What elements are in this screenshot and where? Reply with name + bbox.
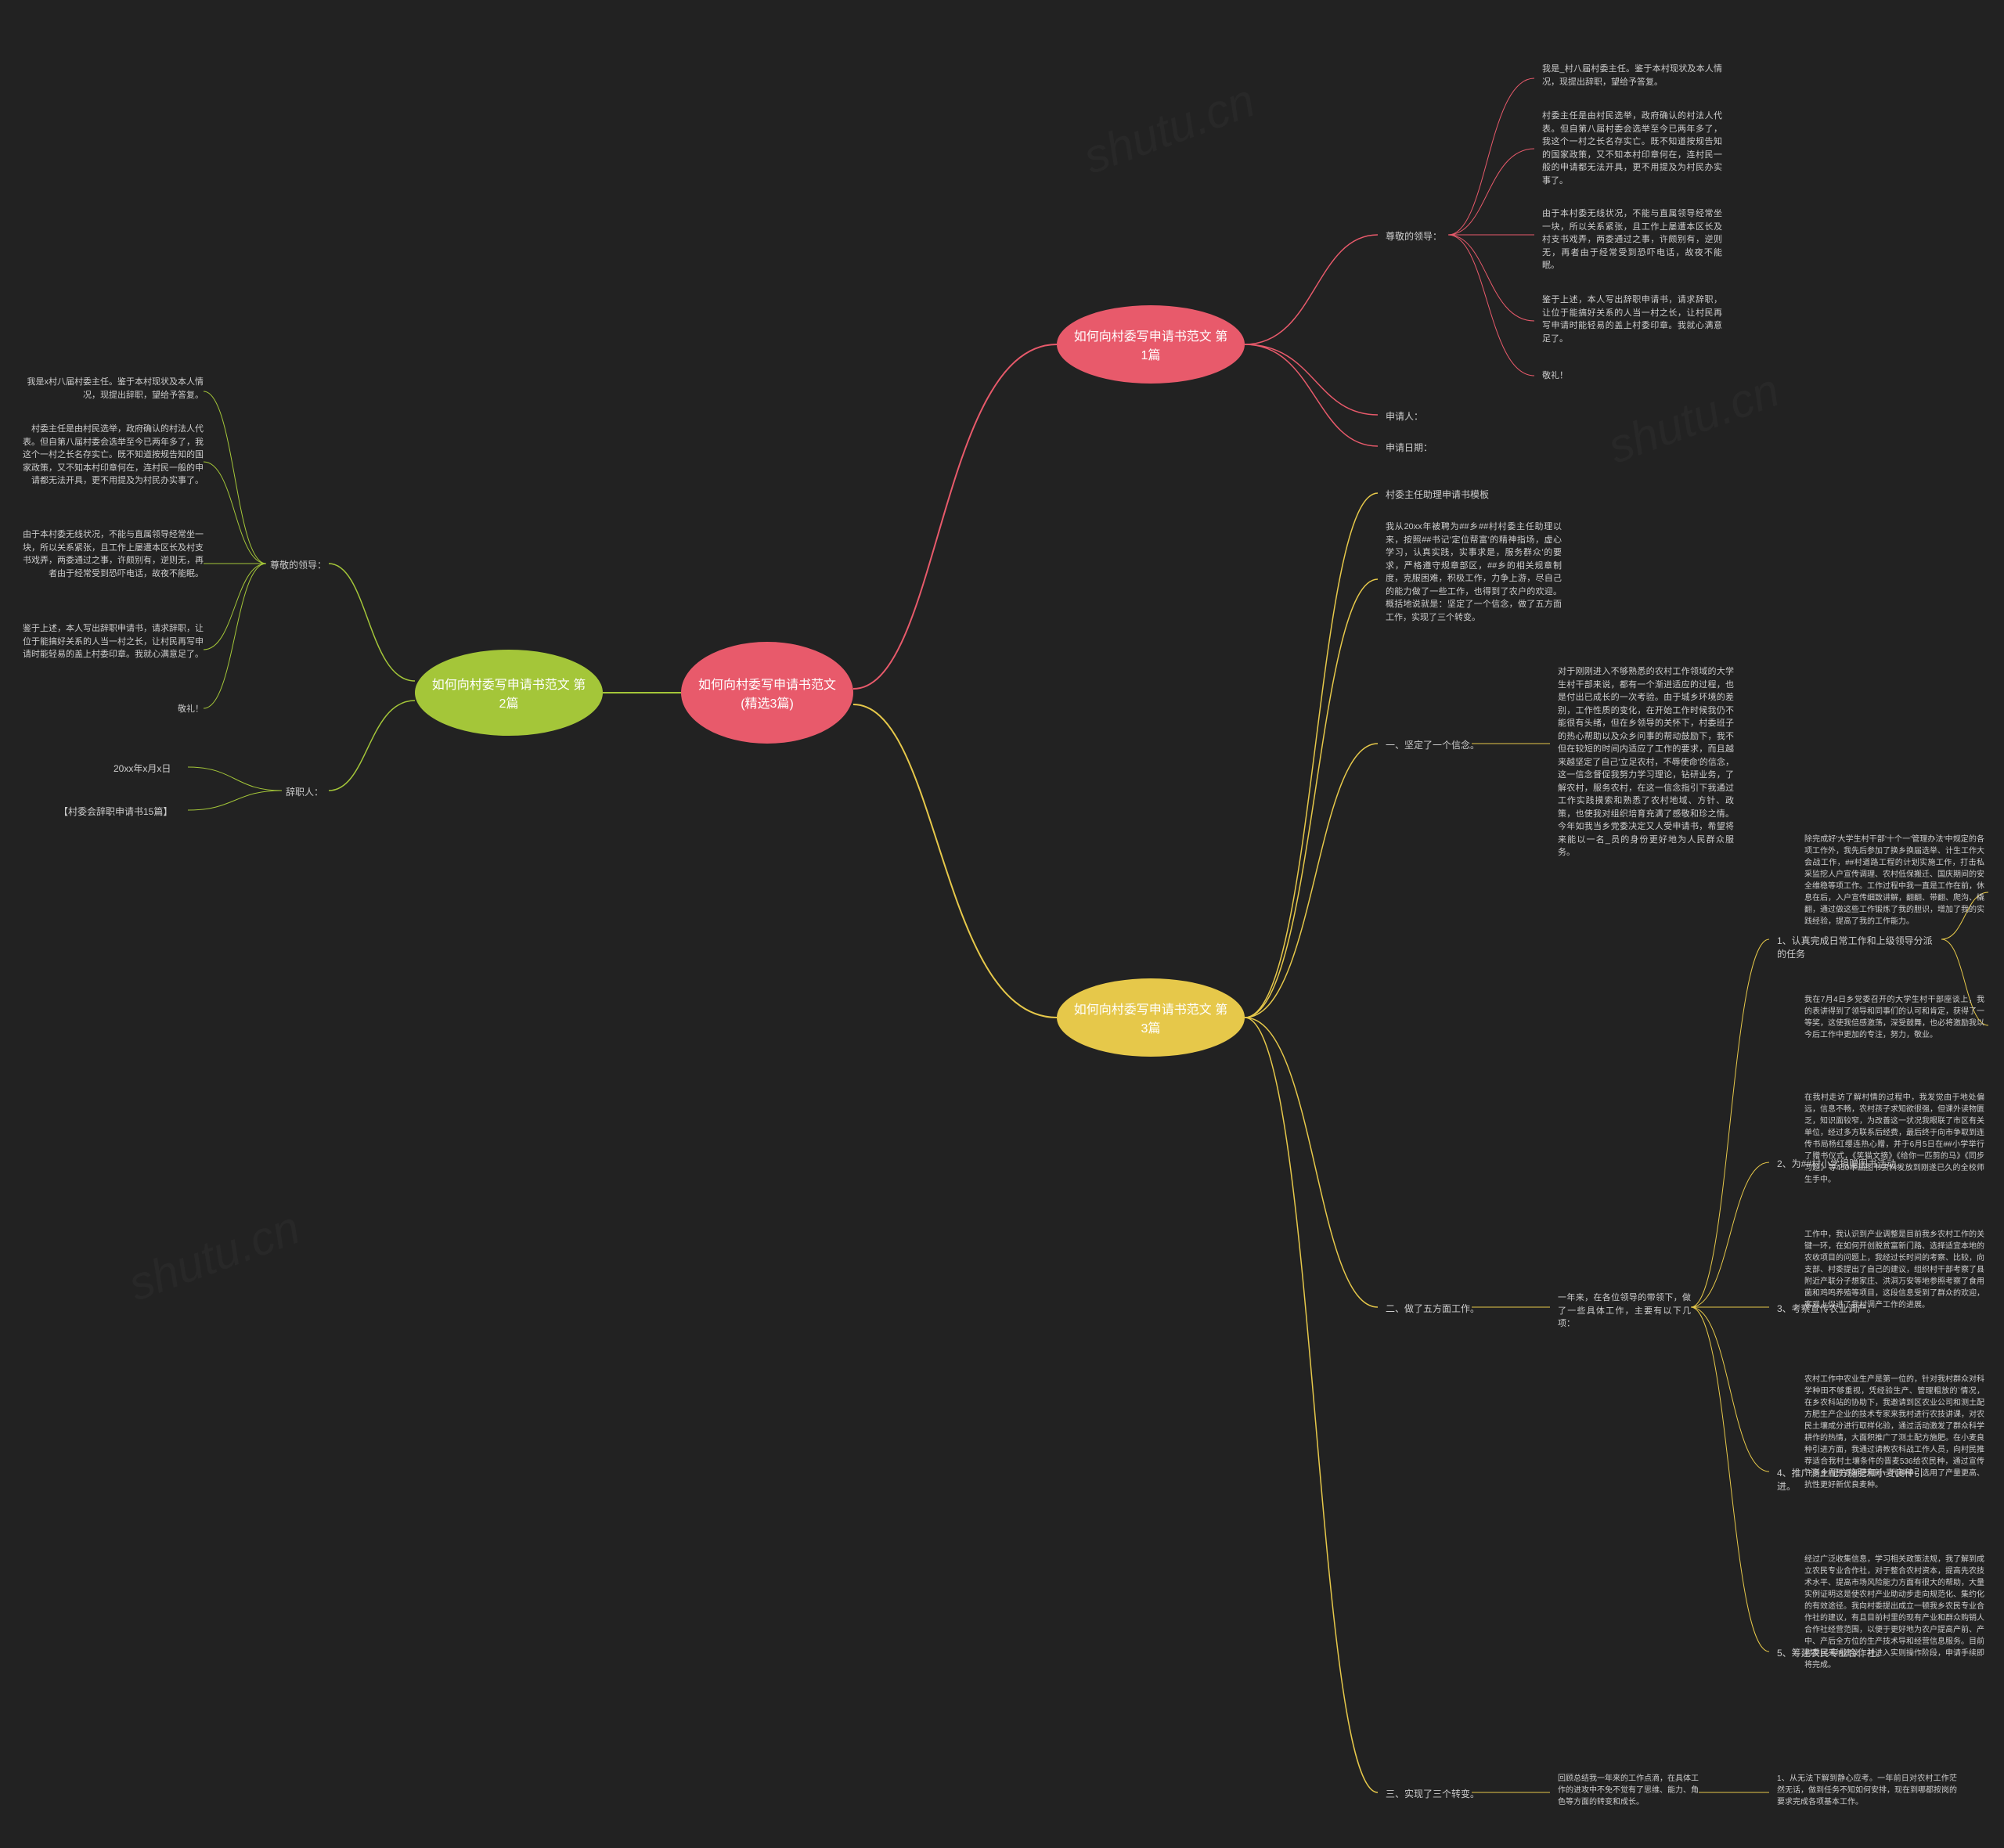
b3-sec3-lead: 回顾总结我一年来的工作点滴，在具体工作的进攻中不免不觉有了思维、能力、角色等方面… — [1558, 1773, 1699, 1808]
b1-date-label: 申请日期： — [1386, 441, 1433, 454]
branch-2-node[interactable]: 如何向村委写申请书范文 第2篇 — [415, 650, 603, 736]
b1-p2: 村委主任是由村民选举，政府确认的村法人代表。但自第八届村委会选举至今已两年多了，… — [1542, 110, 1722, 187]
branch-1-label: 如何向村委写申请书范文 第1篇 — [1072, 326, 1229, 363]
b2-ref: 【村委会辞职申请书15篇】 — [59, 805, 172, 818]
branch-1-node[interactable]: 如何向村委写申请书范文 第1篇 — [1057, 305, 1245, 384]
b1-leader-label: 尊敬的领导： — [1386, 229, 1442, 243]
b1-p4: 鉴于上述，本人写出辞职申请书，请求辞职，让位于能搞好关系的人当一村之长，让村民再… — [1542, 294, 1722, 345]
root-label: 如何向村委写申请书范文(精选3篇) — [697, 674, 838, 711]
watermark: shutu.cn — [121, 1200, 307, 1311]
b3-i1-label: 1、认真完成日常工作和上级领导分派的任务 — [1777, 934, 1941, 960]
b3-i1-p1: 除完成好'大学生村干部'十个一'管理办法'中规定的各项工作外，我先后参加了换乡换… — [1804, 834, 1984, 928]
branch-3-node[interactable]: 如何向村委写申请书范文 第3篇 — [1057, 978, 1245, 1057]
connectors — [0, 0, 2004, 1848]
b3-i5-para: 经过广泛收集信息，学习相关政策法规，我了解到成立农民专业合作社，对于整合农村资本… — [1804, 1554, 1984, 1671]
watermark: shutu.cn — [1076, 73, 1262, 184]
b2-p3: 由于本村委无线状况，不能与直属领导经常坐一块，所以关系紧张，且工作上屡遭本区长及… — [16, 528, 204, 580]
b1-p3: 由于本村委无线状况，不能与直属领导经常坐一块，所以关系紧张，且工作上屡遭本区长及… — [1542, 207, 1722, 272]
b3-sec3-label: 三、实现了三个转变。 — [1386, 1787, 1480, 1800]
b3-sec3-t1: 1、从无法下解到静心应考。一年前日对农村工作茫然无话，做到任务不知如何安排，现在… — [1777, 1773, 1957, 1808]
b1-p1: 我是_村八届村委主任。鉴于本村现状及本人情况，现提出辞职，望给予答复。 — [1542, 63, 1722, 88]
b1-applicant-label: 申请人： — [1386, 409, 1423, 423]
b3-template: 村委主任助理申请书模板 — [1386, 488, 1489, 501]
b3-sec2-lead: 一年来，在各位领导的带领下，做了一些具体工作，主要有以下几项： — [1558, 1291, 1691, 1331]
b2-leader-label: 尊敬的领导： — [270, 558, 326, 571]
b2-p5: 敬礼！ — [16, 703, 204, 716]
b3-i3-para: 工作中，我认识到产业调整是目前我乡农村工作的关键一环，在如何开创脱贫富新门路、选… — [1804, 1229, 1984, 1311]
b3-i4-para: 农村工作中农业生产是第一位的，针对我村群众对科学种田不够重视，凭经验生产、管理粗… — [1804, 1374, 1984, 1491]
b3-i1-p2: 我在7月4日乡党委召开的大学生村干部座谈上，我的表讲得到了领导和同事们的认可和肯… — [1804, 994, 1984, 1041]
b2-p2: 村委主任是由村民选举，政府确认的村法人代表。但自第八届村委会选举至今已两年多了，… — [16, 423, 204, 488]
b3-intro: 我从20xx年被聘为##乡##村村委主任助理以来，按照##书记'定位帮富'的精神… — [1386, 521, 1562, 624]
branch-2-label: 如何向村委写申请书范文 第2篇 — [431, 674, 587, 711]
b2-resign-label: 辞职人： — [286, 785, 323, 798]
b2-p1: 我是x村八届村委主任。鉴于本村现状及本人情况，现提出辞职，望给予答复。 — [16, 376, 204, 402]
b3-sec2-label: 二、做了五方面工作。 — [1386, 1302, 1480, 1315]
b3-sec1-para: 对于刚刚进入不够熟悉的农村工作领域的大学生村干部来说，都有一个渐进适应的过程，也… — [1558, 665, 1734, 859]
b1-p5: 敬礼！ — [1542, 369, 1722, 383]
b3-i2-para-above: 在我村走访了解村情的过程中，我发觉由于地处偏远，信息不畅，农村孩子求知欲很强，但… — [1804, 1092, 1984, 1186]
branch-3-label: 如何向村委写申请书范文 第3篇 — [1072, 999, 1229, 1036]
root-node[interactable]: 如何向村委写申请书范文(精选3篇) — [681, 642, 853, 744]
b2-p4: 鉴于上述，本人写出辞职申请书，请求辞职，让位于能搞好关系的人当一村之长，让村民再… — [16, 622, 204, 661]
b2-date: 20xx年x月x日 — [114, 762, 171, 775]
b3-sec1-label: 一、坚定了一个信念。 — [1386, 738, 1480, 751]
